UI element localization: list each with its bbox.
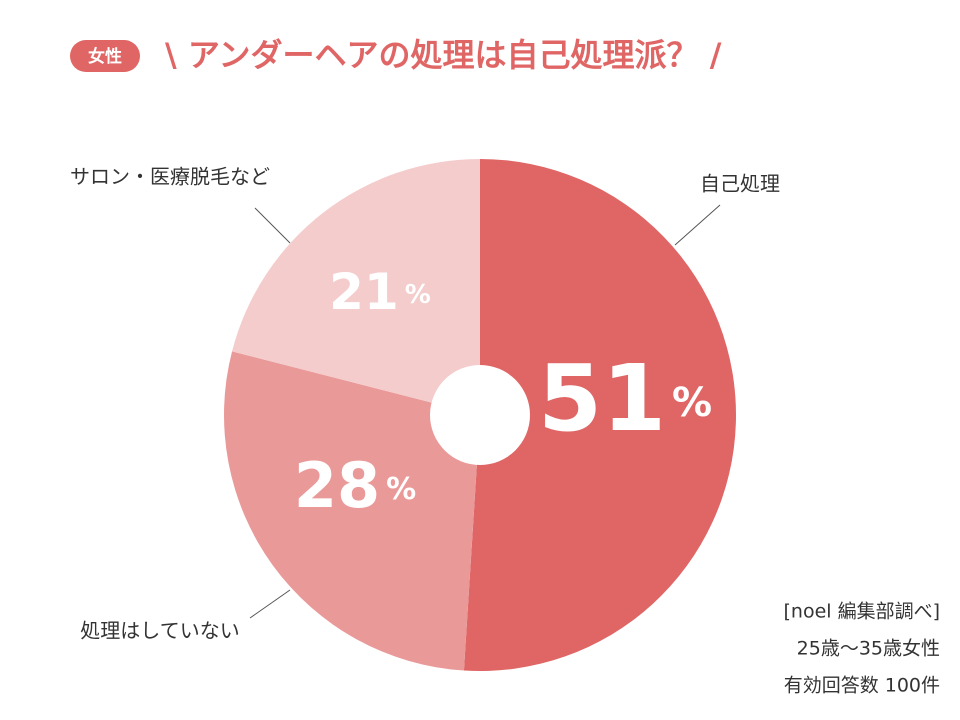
leader-line [674,204,721,246]
category-label: 自己処理 [700,172,780,196]
leader-line [254,207,291,244]
leader-line [249,589,291,619]
pie-hole [430,365,530,465]
value-label: 28% [294,449,416,522]
category-label: 処理はしていない [80,619,239,643]
pie-slice [223,351,480,671]
chart-title: \ アンダーヘアの処理は自己処理派？ / [165,36,722,74]
category-label: サロン・医療脱毛など [70,165,270,189]
badge-bg [70,40,140,72]
source-note: [noel 編集部調べ] [784,601,941,623]
value-label: 21% [329,263,431,321]
badge: 女性 [88,46,122,67]
value-label: 51% [538,345,712,452]
source-note: 有効回答数 100件 [784,675,940,697]
pie-slice [232,159,480,415]
source-note: 25歳〜35歳女性 [797,638,940,660]
pie-slice [463,159,737,672]
